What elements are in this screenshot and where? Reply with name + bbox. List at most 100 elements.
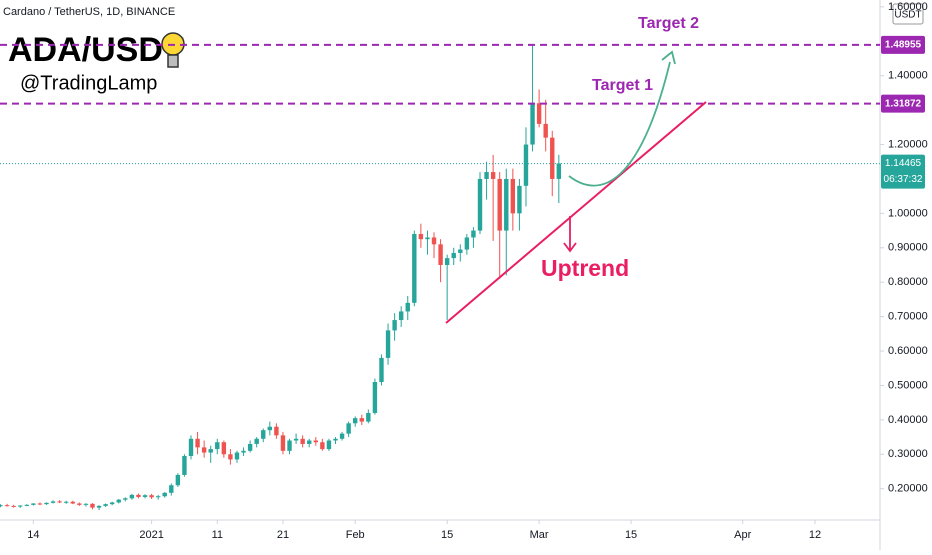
y-tick-label: 1.00000 [888, 207, 928, 219]
headline: ADA/USDT [8, 31, 184, 69]
candle-body [530, 103, 535, 145]
candle-body [90, 503, 95, 508]
candle-body [169, 485, 174, 493]
candle-body [208, 449, 213, 453]
x-tick-label: 11 [212, 529, 223, 541]
candle-body [504, 178, 509, 231]
price-tag [881, 94, 925, 113]
candle-body [83, 503, 89, 505]
candle-body [103, 504, 108, 506]
candle-body [300, 438, 305, 444]
candle-body [280, 435, 286, 451]
candle-body [188, 438, 194, 456]
candle-body [353, 418, 358, 424]
x-tick-label: 15 [625, 529, 637, 541]
candle-body [392, 320, 397, 331]
candle-body [182, 455, 187, 475]
candle-body [398, 311, 404, 321]
author: @TradingLamp [20, 72, 157, 94]
x-tick-label: Feb [346, 529, 365, 541]
candle-body [4, 505, 10, 507]
y-tick-label: 1.40000 [888, 70, 928, 82]
candle-body [320, 442, 325, 450]
candle-body [136, 494, 141, 497]
candle-body [333, 438, 338, 441]
plot: 0.20000 0.30000 0.40000 0.50000 0.60000 0.700… [0, 1, 928, 541]
candle-body [116, 499, 121, 503]
candle-body [228, 454, 233, 460]
candle-body [313, 440, 318, 443]
y-tick-label: 0.40000 [888, 414, 928, 426]
y-tick-label: 0.30000 [888, 448, 928, 460]
candle-body [385, 330, 391, 358]
candle-body [431, 237, 437, 245]
candle-body [451, 252, 456, 259]
candle-body [405, 302, 410, 312]
candle-body [234, 452, 240, 460]
candle-body [471, 230, 476, 238]
candle-body [261, 430, 266, 439]
candle-body [142, 495, 148, 497]
candle-body [550, 137, 555, 179]
y-tick-label: 0.90000 [888, 242, 928, 254]
candle-body [366, 412, 371, 422]
candle-body [339, 433, 345, 439]
candle-body [497, 178, 502, 231]
candle-body [37, 503, 43, 505]
candle-body [0, 505, 3, 507]
currency: USDT [894, 10, 921, 21]
last-price-tag [881, 154, 925, 189]
candle-body [18, 505, 23, 507]
candle-body [57, 501, 62, 503]
x-tick-label: 14 [27, 529, 39, 541]
projection-curve [568, 61, 671, 187]
trend-line [445, 101, 707, 324]
candle-body [162, 492, 167, 497]
price-tag [881, 35, 925, 54]
candle-body [464, 237, 470, 250]
candle-body [458, 249, 463, 253]
x-tick-label: 21 [277, 529, 289, 541]
candle-body [215, 442, 220, 450]
candle-body [438, 244, 443, 265]
candle-body [379, 357, 384, 382]
candle-body [31, 503, 36, 505]
candle-body [241, 450, 246, 453]
y-tick-label: 1.60000 [888, 1, 928, 13]
candle-body [372, 381, 378, 413]
candle-body [109, 502, 115, 505]
candle-body [490, 172, 496, 179]
candle-body [267, 426, 273, 431]
y-tick-label: 0.50000 [888, 379, 928, 391]
last-price-label: 1.14465 [885, 158, 922, 169]
candle-body [287, 440, 292, 451]
candle-body [418, 234, 424, 240]
candle-body [129, 494, 135, 499]
countdown-label: 06:37:32 [884, 174, 923, 185]
candle-body [195, 438, 200, 448]
target1-label: Target 1 [592, 77, 653, 94]
candle-body [543, 123, 548, 138]
candle-body [155, 496, 161, 498]
x-tick-label: 15 [441, 529, 453, 541]
candle-body [64, 501, 69, 503]
x-tick-label: 12 [809, 529, 821, 541]
candle-body [517, 185, 522, 214]
candle-body [247, 443, 253, 451]
down-arrowhead [563, 242, 577, 253]
candle-body [11, 505, 16, 507]
candle-body [254, 438, 259, 444]
candle-body [44, 502, 49, 505]
price-tag-label: 1.31872 [885, 98, 922, 109]
candle-body [556, 163, 562, 179]
y-tick-label: 0.60000 [888, 345, 928, 357]
candle-body [477, 178, 483, 231]
x-tick-label: 2021 [139, 529, 163, 541]
candle-body [96, 505, 102, 508]
candle-body [149, 495, 154, 498]
uptrend-label: Uptrend [541, 255, 629, 281]
candle-body [175, 474, 181, 486]
y-tick-label: 0.80000 [888, 276, 928, 288]
candle-body [70, 501, 75, 504]
